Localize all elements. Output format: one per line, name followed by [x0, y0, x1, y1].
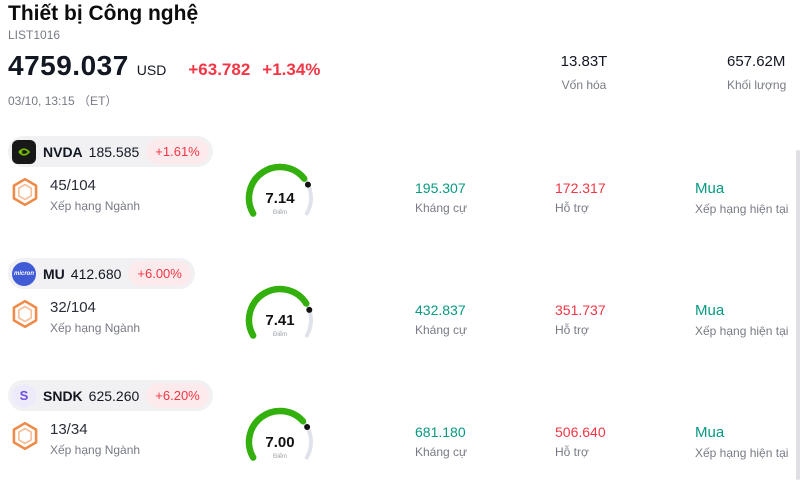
resistance-value: 195.307 [415, 180, 466, 196]
svg-text:7.41: 7.41 [265, 312, 294, 329]
stat-market-cap: 13.83T Vốn hóa [536, 53, 632, 92]
support-value: 506.640 [555, 424, 606, 440]
page-title: Thiết bị Công nghệ [8, 2, 199, 25]
volume-value: 657.62M [727, 53, 786, 70]
market-cap-value: 13.83T [560, 53, 608, 70]
rank-label: Xếp hạng Ngành [50, 442, 141, 457]
rating-value: Mua [695, 302, 725, 319]
svg-text:7.14: 7.14 [265, 190, 295, 207]
support-value: 351.737 [555, 302, 606, 318]
quote-timestamp: 03/10, 13:15 （ET） [8, 94, 118, 108]
resistance-label: Kháng cự [415, 323, 468, 337]
index-price: 4759.037 [8, 50, 129, 81]
price-block: 4759.037 USD +63.782 +1.34% [8, 50, 320, 82]
support-col: 172.317 Hỗ trợ [555, 180, 606, 215]
stock-row-mu: micron MU 412.680 +6.00% 32/104 Xếp hạng… [0, 250, 800, 372]
resistance-label: Kháng cự [415, 201, 468, 215]
rank-value: 32/104 [50, 298, 96, 316]
score-gauge: 7.41 Điểm [230, 280, 330, 346]
rank-label: Xếp hạng Ngành [50, 320, 141, 335]
svg-text:Điểm: Điểm [273, 209, 287, 216]
ticker-change: +1.61% [146, 139, 209, 164]
rating-label: Xếp hạng hiện tại [695, 446, 789, 460]
rating-col: Mua Xếp hạng hiện tại [695, 424, 800, 460]
resistance-value: 432.837 [415, 302, 466, 318]
ticker-price: 185.585 [88, 143, 140, 160]
hexagon-icon [10, 176, 40, 213]
rank-label: Xếp hạng Ngành [50, 198, 141, 213]
industry-rank: 45/104 Xếp hạng Ngành [10, 176, 140, 213]
sandisk-logo-icon: S [12, 383, 36, 408]
resistance-label: Kháng cự [415, 445, 468, 459]
rating-col: Mua Xếp hạng hiện tại [695, 302, 800, 338]
ticker-symbol: NVDA [43, 143, 83, 160]
score-gauge: 7.14 Điểm [230, 158, 330, 224]
ticker-price: 412.680 [70, 265, 122, 282]
mu-ticker-chip[interactable]: micron MU 412.680 +6.00% [8, 258, 195, 289]
resistance-col: 681.180 Kháng cự [415, 424, 467, 459]
rank-value: 45/104 [50, 176, 96, 194]
currency-label: USD [136, 62, 167, 78]
resistance-col: 195.307 Kháng cự [415, 180, 467, 215]
resistance-value: 681.180 [415, 424, 466, 440]
score-gauge: 7.00 Điểm [230, 402, 330, 468]
stat-volume: 657.62M Khối lượng [727, 53, 800, 92]
ticker-symbol: MU [43, 265, 65, 282]
svg-text:7.00: 7.00 [265, 434, 294, 451]
micron-logo-icon: micron [12, 261, 36, 286]
ticker-symbol: SNDK [43, 387, 83, 404]
ticker-price: 625.260 [88, 387, 140, 404]
stock-row-sndk: S SNDK 625.260 +6.20% 13/34 Xếp hạng Ngà… [0, 372, 800, 488]
support-label: Hỗ trợ [555, 201, 589, 215]
svg-text:Điểm: Điểm [273, 331, 287, 338]
nvidia-logo-icon [12, 139, 36, 164]
list-id: LIST1016 [8, 28, 61, 42]
stock-row-nvda: NVDA 185.585 +1.61% 45/104 Xếp hạng Ngàn… [0, 128, 800, 250]
rating-value: Mua [695, 424, 725, 441]
sndk-ticker-chip[interactable]: S SNDK 625.260 +6.20% [8, 380, 213, 411]
ticker-change: +6.20% [146, 383, 209, 408]
resistance-col: 432.837 Kháng cự [415, 302, 467, 337]
price-change-pct: +1.34% [262, 60, 321, 79]
industry-rank: 32/104 Xếp hạng Ngành [10, 298, 140, 335]
stock-list: NVDA 185.585 +1.61% 45/104 Xếp hạng Ngàn… [0, 128, 800, 488]
rank-value: 13/34 [50, 420, 88, 438]
svg-text:Điểm: Điểm [273, 453, 287, 460]
support-label: Hỗ trợ [555, 445, 589, 459]
rating-col: Mua Xếp hạng hiện tại [695, 180, 800, 216]
rating-value: Mua [695, 180, 725, 197]
support-col: 351.737 Hỗ trợ [555, 302, 606, 337]
rating-label: Xếp hạng hiện tại [695, 202, 789, 216]
support-col: 506.640 Hỗ trợ [555, 424, 606, 459]
industry-rank: 13/34 Xếp hạng Ngành [10, 420, 140, 457]
hexagon-icon [10, 298, 40, 335]
volume-label: Khối lượng [727, 78, 787, 92]
support-label: Hỗ trợ [555, 323, 589, 337]
nvda-ticker-chip[interactable]: NVDA 185.585 +1.61% [8, 136, 213, 167]
scrollbar[interactable] [796, 150, 800, 480]
price-change: +63.782 [188, 60, 251, 79]
ticker-change: +6.00% [128, 261, 191, 286]
market-cap-label: Vốn hóa [561, 78, 607, 92]
support-value: 172.317 [555, 180, 606, 196]
rating-label: Xếp hạng hiện tại [695, 324, 789, 338]
hexagon-icon [10, 420, 40, 457]
